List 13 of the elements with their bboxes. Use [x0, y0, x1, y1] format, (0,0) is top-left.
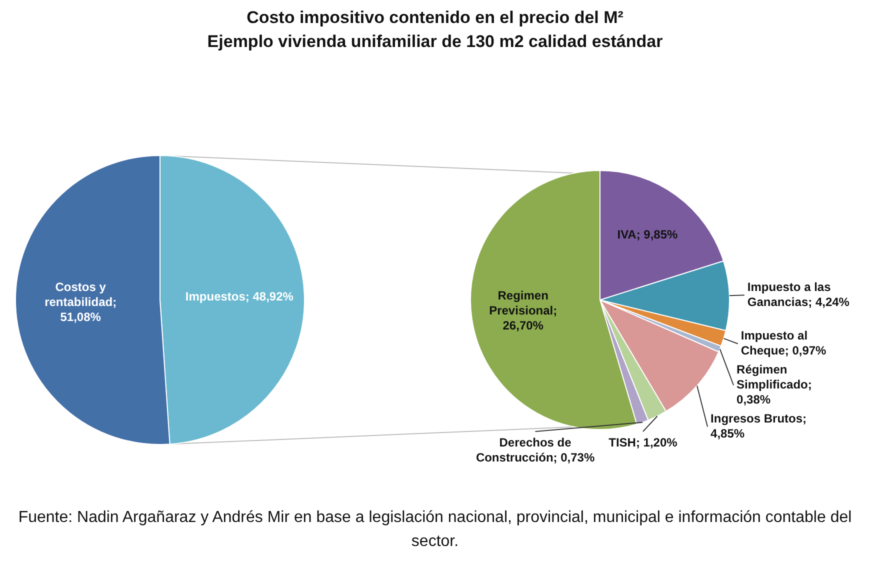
slice-label: Ingresos Brutos; 4,85%	[710, 412, 807, 441]
slice-label: TISH; 1,20%	[608, 435, 678, 450]
slice-label: Impuesto a las Ganancias; 4,24%	[747, 280, 850, 309]
text: Costo impositivo contenido en el precio del M²	[246, 7, 624, 29]
slice-label: Impuesto al Cheque; 0,97%	[740, 328, 827, 358]
slice-label: IVA; 9,85%	[617, 228, 678, 242]
source-note: Fuente: Nadin Argañaraz y Andrés Mir en base a legislación nacional, provincial, municipal e información contable del sector.	[17, 508, 853, 552]
text: Ejemplo vivienda unifamiliar de 130 m2 calidad estándar	[206, 31, 664, 53]
slice-label: Regimen Previsional; 26,70%	[489, 288, 558, 332]
slice-label: Impuestos; 48,92%	[185, 290, 294, 304]
slice-label: Régimen Simplificado; 0,38%	[736, 362, 812, 407]
slice-label: Costos y rentabilidad; 51,08%	[44, 280, 117, 324]
slice-label: Derechos de Construcción; 0,73%	[476, 435, 595, 464]
